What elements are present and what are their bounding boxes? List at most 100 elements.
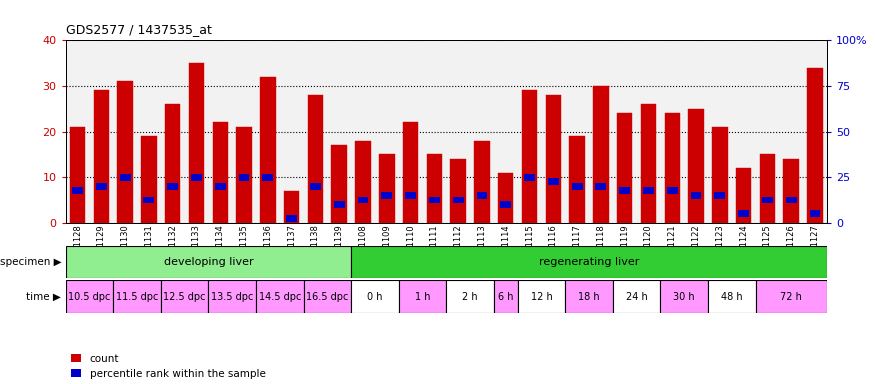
Bar bbox=[786, 197, 796, 204]
Bar bbox=[70, 127, 85, 223]
Bar bbox=[144, 197, 154, 204]
Bar bbox=[402, 122, 418, 223]
Text: time ▶: time ▶ bbox=[26, 291, 61, 302]
Text: 12 h: 12 h bbox=[530, 291, 552, 302]
Bar bbox=[286, 215, 297, 222]
Bar bbox=[661, 280, 708, 313]
Bar bbox=[429, 197, 440, 204]
Text: 0 h: 0 h bbox=[368, 291, 382, 302]
Bar bbox=[546, 95, 561, 223]
Text: 72 h: 72 h bbox=[780, 291, 802, 302]
Bar bbox=[498, 172, 514, 223]
Bar bbox=[167, 183, 178, 190]
Bar bbox=[308, 95, 323, 223]
Bar bbox=[304, 280, 351, 313]
Text: 13.5 dpc: 13.5 dpc bbox=[211, 291, 254, 302]
Bar bbox=[738, 210, 749, 217]
Bar bbox=[477, 192, 487, 199]
Text: 1 h: 1 h bbox=[415, 291, 430, 302]
Bar bbox=[809, 210, 821, 217]
Bar bbox=[570, 136, 584, 223]
Bar bbox=[236, 127, 252, 223]
Bar bbox=[596, 183, 606, 190]
Bar bbox=[808, 68, 822, 223]
Text: developing liver: developing liver bbox=[164, 257, 253, 267]
Text: 16.5 dpc: 16.5 dpc bbox=[306, 291, 348, 302]
Text: 18 h: 18 h bbox=[578, 291, 599, 302]
Bar bbox=[117, 81, 133, 223]
Bar bbox=[427, 154, 442, 223]
Bar bbox=[351, 246, 827, 278]
Text: 24 h: 24 h bbox=[626, 291, 648, 302]
Bar bbox=[358, 197, 368, 204]
Legend: count, percentile rank within the sample: count, percentile rank within the sample bbox=[71, 354, 265, 379]
Text: 11.5 dpc: 11.5 dpc bbox=[116, 291, 158, 302]
Bar bbox=[262, 174, 273, 180]
Text: 6 h: 6 h bbox=[498, 291, 514, 302]
Text: 14.5 dpc: 14.5 dpc bbox=[258, 291, 301, 302]
Bar bbox=[714, 192, 725, 199]
Bar bbox=[500, 201, 511, 208]
Bar bbox=[708, 280, 755, 313]
Bar bbox=[493, 280, 518, 313]
Bar bbox=[612, 280, 661, 313]
Bar bbox=[690, 192, 702, 199]
Bar bbox=[617, 113, 633, 223]
Bar bbox=[712, 127, 727, 223]
Bar bbox=[524, 174, 535, 180]
Bar bbox=[208, 280, 256, 313]
Bar bbox=[399, 280, 446, 313]
Bar bbox=[620, 187, 630, 194]
Bar bbox=[96, 183, 107, 190]
Bar bbox=[760, 154, 775, 223]
Bar bbox=[474, 141, 490, 223]
Bar bbox=[451, 159, 466, 223]
Bar bbox=[667, 187, 677, 194]
Bar bbox=[161, 280, 208, 313]
Bar bbox=[256, 280, 304, 313]
Bar bbox=[66, 280, 113, 313]
Bar bbox=[355, 141, 371, 223]
Bar bbox=[189, 63, 204, 223]
Text: 2 h: 2 h bbox=[462, 291, 478, 302]
Bar bbox=[379, 154, 395, 223]
Bar bbox=[689, 109, 704, 223]
Bar bbox=[284, 191, 299, 223]
Bar bbox=[120, 174, 130, 180]
Bar bbox=[762, 197, 773, 204]
Bar bbox=[446, 280, 493, 313]
Bar bbox=[664, 113, 680, 223]
Bar bbox=[72, 187, 83, 194]
Bar bbox=[518, 280, 565, 313]
Text: 10.5 dpc: 10.5 dpc bbox=[68, 291, 110, 302]
Text: regenerating liver: regenerating liver bbox=[539, 257, 639, 267]
Bar bbox=[239, 174, 249, 180]
Text: specimen ▶: specimen ▶ bbox=[0, 257, 61, 267]
Bar bbox=[191, 174, 202, 180]
Bar bbox=[141, 136, 157, 223]
Bar bbox=[548, 178, 559, 185]
Bar bbox=[332, 145, 346, 223]
Bar bbox=[94, 91, 109, 223]
Bar bbox=[382, 192, 392, 199]
Bar bbox=[643, 187, 654, 194]
Bar bbox=[260, 77, 276, 223]
Text: GDS2577 / 1437535_at: GDS2577 / 1437535_at bbox=[66, 23, 212, 36]
Text: 48 h: 48 h bbox=[721, 291, 743, 302]
Bar bbox=[215, 183, 226, 190]
Bar bbox=[310, 183, 321, 190]
Bar bbox=[351, 280, 399, 313]
Bar bbox=[113, 280, 161, 313]
Bar bbox=[571, 183, 583, 190]
Bar bbox=[452, 197, 464, 204]
Bar bbox=[405, 192, 416, 199]
Bar bbox=[755, 280, 827, 313]
Bar bbox=[783, 159, 799, 223]
Bar bbox=[565, 280, 612, 313]
Bar bbox=[66, 246, 351, 278]
Text: 30 h: 30 h bbox=[674, 291, 695, 302]
Bar bbox=[165, 104, 180, 223]
Bar bbox=[213, 122, 228, 223]
Bar bbox=[522, 91, 537, 223]
Bar bbox=[640, 104, 656, 223]
